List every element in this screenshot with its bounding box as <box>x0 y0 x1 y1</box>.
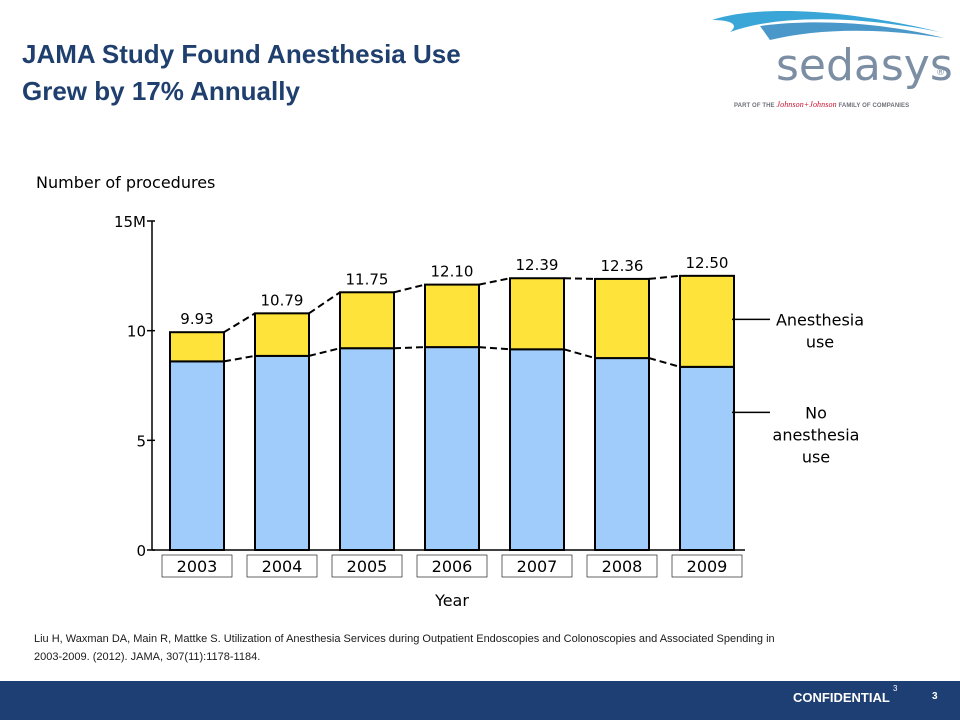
total-data-label: 12.50 <box>686 254 729 272</box>
y-axis-label: Number of procedures <box>36 173 215 192</box>
category-label-box <box>586 554 658 578</box>
total-data-label: 12.36 <box>601 257 644 275</box>
x-tick-label: 2004 <box>262 557 303 576</box>
bar-anesthesia <box>509 277 565 351</box>
split-trend-dashed-line <box>648 357 681 368</box>
x-tick-label: 2003 <box>177 557 218 576</box>
stacked-bar-chart: Number of procedures Year 0 5 10 15M 9.93 2003 1… <box>36 173 864 610</box>
page-number: 3 <box>932 691 938 702</box>
category-label-box <box>416 554 488 578</box>
confidential-label: CONFIDENTIAL <box>793 690 890 705</box>
logo-tagline-brand: Johnson+Johnson <box>776 100 837 109</box>
bar-anesthesia <box>254 312 310 357</box>
slide-title-line1: JAMA Study Found Anesthesia Use <box>22 39 461 69</box>
total-trend-dashed-line <box>393 283 426 294</box>
logo-wave-icon <box>712 10 944 40</box>
total-trend-dashed-line <box>308 291 341 315</box>
slide-title-line2: Grew by 17% Annually <box>22 76 300 106</box>
split-trend-dashed-line <box>223 354 256 363</box>
footer-bar <box>0 681 960 720</box>
category-label-box <box>331 554 403 578</box>
legend-label-anesthesia: use <box>806 332 834 351</box>
y-tick-label: 5 <box>136 432 146 450</box>
total-trend-dashed-line <box>563 277 596 280</box>
legend-label-no-anesthesia: anesthesia <box>773 425 860 444</box>
y-tick-label: 10 <box>127 323 146 341</box>
bar-no-anesthesia <box>169 360 225 551</box>
total-data-label: 12.39 <box>516 256 559 274</box>
bar-anesthesia <box>424 283 480 349</box>
total-data-label: 9.93 <box>180 310 213 328</box>
bar-anesthesia <box>594 277 650 360</box>
bar-anesthesia <box>679 274 735 368</box>
procedures-chart: Number of procedures Year 0 5 10 15M 9.93 2003 1… <box>0 160 960 620</box>
slide-title: JAMA Study Found Anesthesia Use Grew by … <box>22 36 662 110</box>
bar-no-anesthesia <box>594 357 650 551</box>
x-tick-label: 2007 <box>517 557 558 576</box>
citation-line2: 2003-2009. (2012). JAMA, 307(11):1178-11… <box>34 651 261 663</box>
logo-registered-mark: ® <box>936 68 945 78</box>
total-data-label: 11.75 <box>346 270 389 288</box>
split-trend-dashed-line <box>393 346 426 350</box>
split-trend-dashed-line <box>478 346 511 351</box>
x-tick-label: 2006 <box>432 557 473 576</box>
citation: Liu H, Waxman DA, Main R, Mattke S. Util… <box>34 630 914 666</box>
y-tick-label: 15M <box>114 213 146 231</box>
total-trend-dashed-line <box>648 274 681 280</box>
x-tick-label: 2009 <box>687 557 728 576</box>
total-trend-dashed-line <box>223 312 256 334</box>
x-tick-label: 2008 <box>602 557 643 576</box>
sedasys-logo: sedasys ® PART OF THE Johnson+Johnson FA… <box>700 6 953 116</box>
total-data-label: 12.10 <box>431 263 474 281</box>
bar-no-anesthesia <box>424 346 480 551</box>
total-trend-dashed-line <box>478 277 511 286</box>
category-label-box <box>501 554 573 578</box>
x-axis-label: Year <box>434 591 469 610</box>
bar-no-anesthesia <box>679 365 735 551</box>
total-data-label: 10.79 <box>261 291 304 309</box>
logo-tagline: PART OF THE Johnson+Johnson FAMILY OF CO… <box>734 100 909 109</box>
legend-label-no-anesthesia: use <box>802 447 830 466</box>
split-trend-dashed-line <box>308 347 341 357</box>
category-label-box <box>246 554 318 578</box>
y-tick-label: 0 <box>136 542 146 560</box>
legend-label-anesthesia: Anesthesia <box>776 310 864 329</box>
logo-tagline-suffix: FAMILY OF COMPANIES <box>838 103 910 109</box>
logo-tagline-prefix: PART OF THE <box>734 103 775 109</box>
x-tick-label: 2005 <box>347 557 388 576</box>
category-label-box <box>671 554 743 578</box>
bar-no-anesthesia <box>254 354 310 551</box>
category-label-box <box>161 554 233 578</box>
bar-anesthesia <box>169 331 225 363</box>
bar-anesthesia <box>339 291 395 350</box>
legend-label-no-anesthesia: No <box>805 403 827 422</box>
logo-wordmark: sedasys <box>776 40 953 91</box>
bar-no-anesthesia <box>339 347 395 551</box>
bar-no-anesthesia <box>509 348 565 551</box>
citation-line1: Liu H, Waxman DA, Main R, Mattke S. Util… <box>34 633 775 645</box>
page-number-small: 3 <box>893 684 898 693</box>
split-trend-dashed-line <box>563 348 596 360</box>
